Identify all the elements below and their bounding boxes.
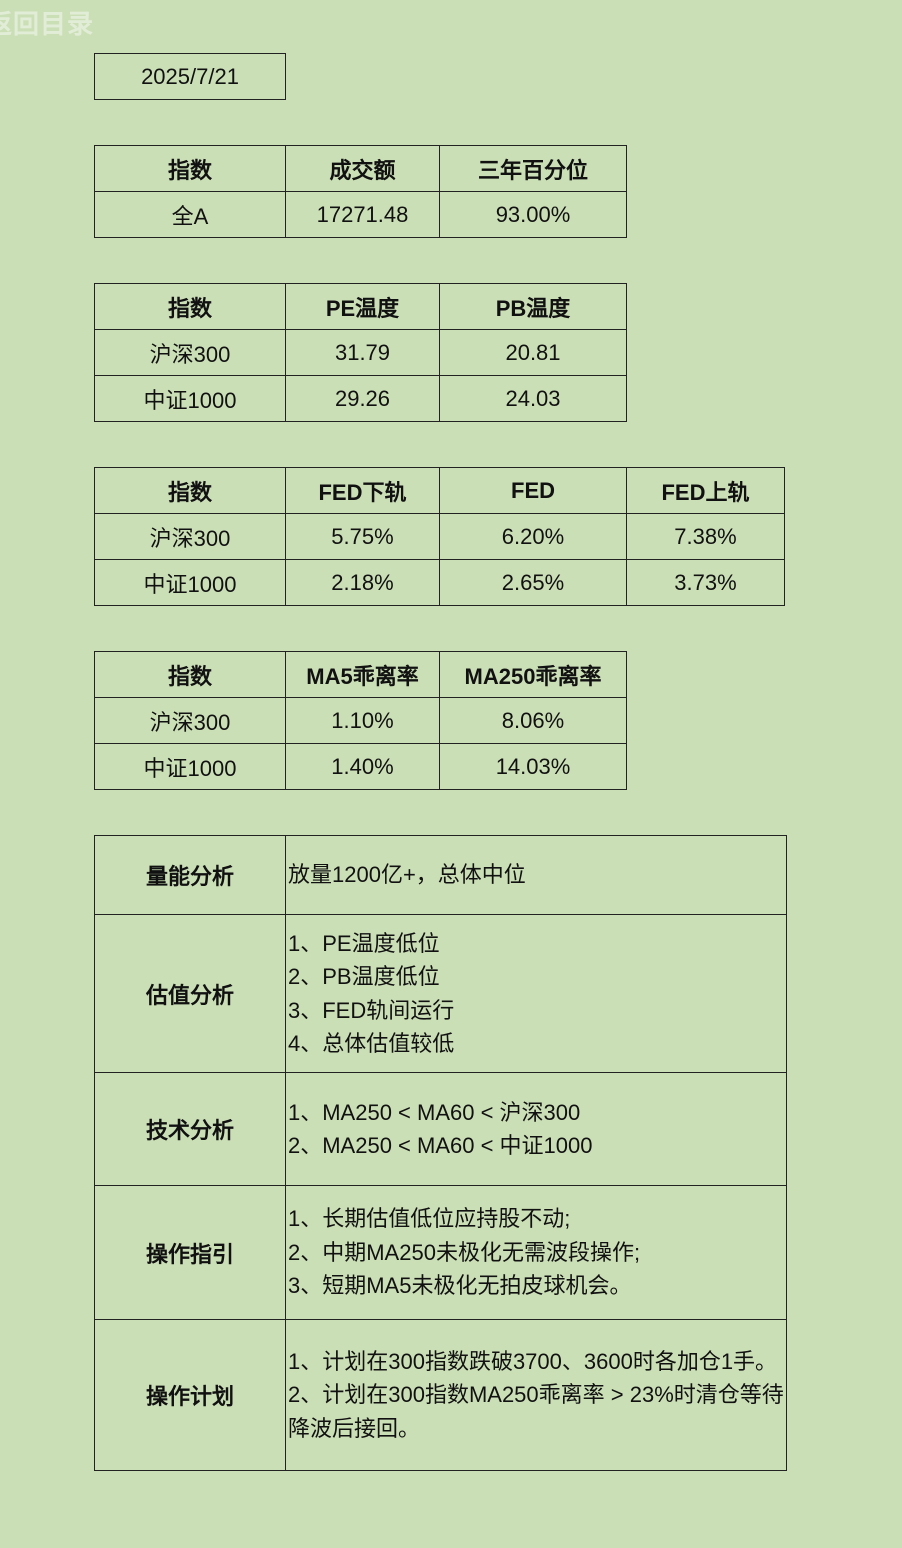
- cell: 31.79: [285, 329, 440, 376]
- cell: 20.81: [439, 329, 627, 376]
- cell: 3.73%: [626, 559, 785, 606]
- cell: 1.10%: [285, 697, 440, 744]
- cell: 中证1000: [94, 743, 286, 790]
- row-label: 估值分析: [94, 914, 286, 1073]
- table-row: 中证1000 1.40% 14.03%: [94, 743, 627, 790]
- content-line: 3、短期MA5未极化无拍皮球机会。: [288, 1273, 632, 1299]
- cell: 沪深300: [94, 513, 286, 560]
- content-line: 1、计划在300指数跌破3700、3600时各加仓1手。: [288, 1348, 778, 1374]
- content-line: 1、MA250 < MA60 < 沪深300: [288, 1099, 581, 1125]
- cell: 中证1000: [94, 375, 286, 422]
- fed-table: 指数 FED下轨 FED FED上轨 沪深300 5.75% 6.20% 7.38% 中证1…: [94, 467, 785, 606]
- table-row: 沪深300 1.10% 8.06%: [94, 697, 627, 744]
- cell: 8.06%: [439, 697, 627, 744]
- header-cell: 成交额: [285, 145, 440, 192]
- content-line: 2、PB温度低位: [288, 964, 440, 989]
- row-label: 量能分析: [94, 835, 286, 915]
- analysis-row-valuation: 估值分析 1、PE温度低位 2、PB温度低位 3、FED轨间运行 4、总体估值较低: [94, 914, 787, 1073]
- cell: 5.75%: [285, 513, 440, 560]
- analysis-table: 量能分析 放量1200亿+，总体中位 估值分析 1、PE温度低位 2、PB温度低位 3、…: [94, 835, 787, 1471]
- cell: 7.38%: [626, 513, 785, 560]
- analysis-row-volume: 量能分析 放量1200亿+，总体中位: [94, 835, 787, 915]
- content-line: 1、PE温度低位: [288, 930, 440, 956]
- cell: 1.40%: [285, 743, 440, 790]
- header-cell: 三年百分位: [439, 145, 627, 192]
- cell: 29.26: [285, 375, 440, 422]
- cell: 14.03%: [439, 743, 627, 790]
- header-cell: FED: [439, 467, 627, 514]
- ma-deviation-table: 指数 MA5乖离率 MA250乖离率 沪深300 1.10% 8.06% 中证1000 1…: [94, 651, 627, 790]
- row-label: 技术分析: [94, 1072, 286, 1186]
- cell: 24.03: [439, 375, 627, 422]
- table-row: 全A 17271.48 93.00%: [94, 191, 627, 238]
- header-cell: FED下轨: [285, 467, 440, 514]
- content-line: 2、MA250 < MA60 < 中证1000: [288, 1133, 593, 1158]
- row-content: 1、MA250 < MA60 < 沪深300 2、MA250 < MA60 < 中…: [285, 1072, 787, 1186]
- cell: 沪深300: [94, 329, 286, 376]
- back-to-contents-link[interactable]: 返回目录: [0, 10, 95, 40]
- header-cell: 指数: [94, 467, 286, 514]
- cell: 中证1000: [94, 559, 286, 606]
- row-content: 1、长期估值低位应持股不动; 2、中期MA250未极化无需波段操作; 3、短期MA5…: [285, 1185, 787, 1320]
- table-row: 中证1000 2.18% 2.65% 3.73%: [94, 559, 785, 606]
- header-cell: PB温度: [439, 283, 627, 330]
- temperature-table: 指数 PE温度 PB温度 沪深300 31.79 20.81 中证1000 29.26 24…: [94, 283, 627, 422]
- analysis-row-technical: 技术分析 1、MA250 < MA60 < 沪深300 2、MA250 < MA60…: [94, 1072, 787, 1186]
- header-cell: 指数: [94, 283, 286, 330]
- content-line: 放量1200亿+，总体中位: [288, 862, 526, 888]
- analysis-row-guidance: 操作指引 1、长期估值低位应持股不动; 2、中期MA250未极化无需波段操作; 3、短…: [94, 1185, 787, 1320]
- row-label: 操作指引: [94, 1185, 286, 1320]
- cell: 沪深300: [94, 697, 286, 744]
- content-line: 3、FED轨间运行: [288, 997, 455, 1023]
- table-row: 沪深300 31.79 20.81: [94, 329, 627, 376]
- row-content: 放量1200亿+，总体中位: [285, 835, 787, 915]
- content-line: 2、中期MA250未极化无需波段操作;: [288, 1239, 641, 1265]
- analysis-row-plan: 操作计划 1、计划在300指数跌破3700、3600时各加仓1手。 2、计划在300…: [94, 1319, 787, 1471]
- header-cell: 指数: [94, 145, 286, 192]
- cell: 2.65%: [439, 559, 627, 606]
- header-cell: MA250乖离率: [439, 651, 627, 698]
- row-label: 操作计划: [94, 1319, 286, 1471]
- cell: 2.18%: [285, 559, 440, 606]
- row-content: 1、计划在300指数跌破3700、3600时各加仓1手。 2、计划在300指数MA…: [285, 1319, 787, 1471]
- row-content: 1、PE温度低位 2、PB温度低位 3、FED轨间运行 4、总体估值较低: [285, 914, 787, 1073]
- cell: 93.00%: [439, 191, 627, 238]
- cell: 6.20%: [439, 513, 627, 560]
- table-row: 沪深300 5.75% 6.20% 7.38%: [94, 513, 785, 560]
- table-row: 中证1000 29.26 24.03: [94, 375, 627, 422]
- content-line: 2、计划在300指数MA250乖离率 > 23%时清仓等待降波后接回。: [288, 1382, 784, 1441]
- cell: 17271.48: [285, 191, 440, 238]
- header-cell: MA5乖离率: [285, 651, 440, 698]
- content-line: 1、长期估值低位应持股不动;: [288, 1206, 571, 1232]
- content-line: 4、总体估值较低: [288, 1031, 455, 1056]
- header-cell: 指数: [94, 651, 286, 698]
- date-cell: 2025/7/21: [94, 53, 286, 100]
- header-cell: PE温度: [285, 283, 440, 330]
- header-cell: FED上轨: [626, 467, 785, 514]
- turnover-table: 指数 成交额 三年百分位 全A 17271.48 93.00%: [94, 145, 627, 238]
- cell: 全A: [94, 191, 286, 238]
